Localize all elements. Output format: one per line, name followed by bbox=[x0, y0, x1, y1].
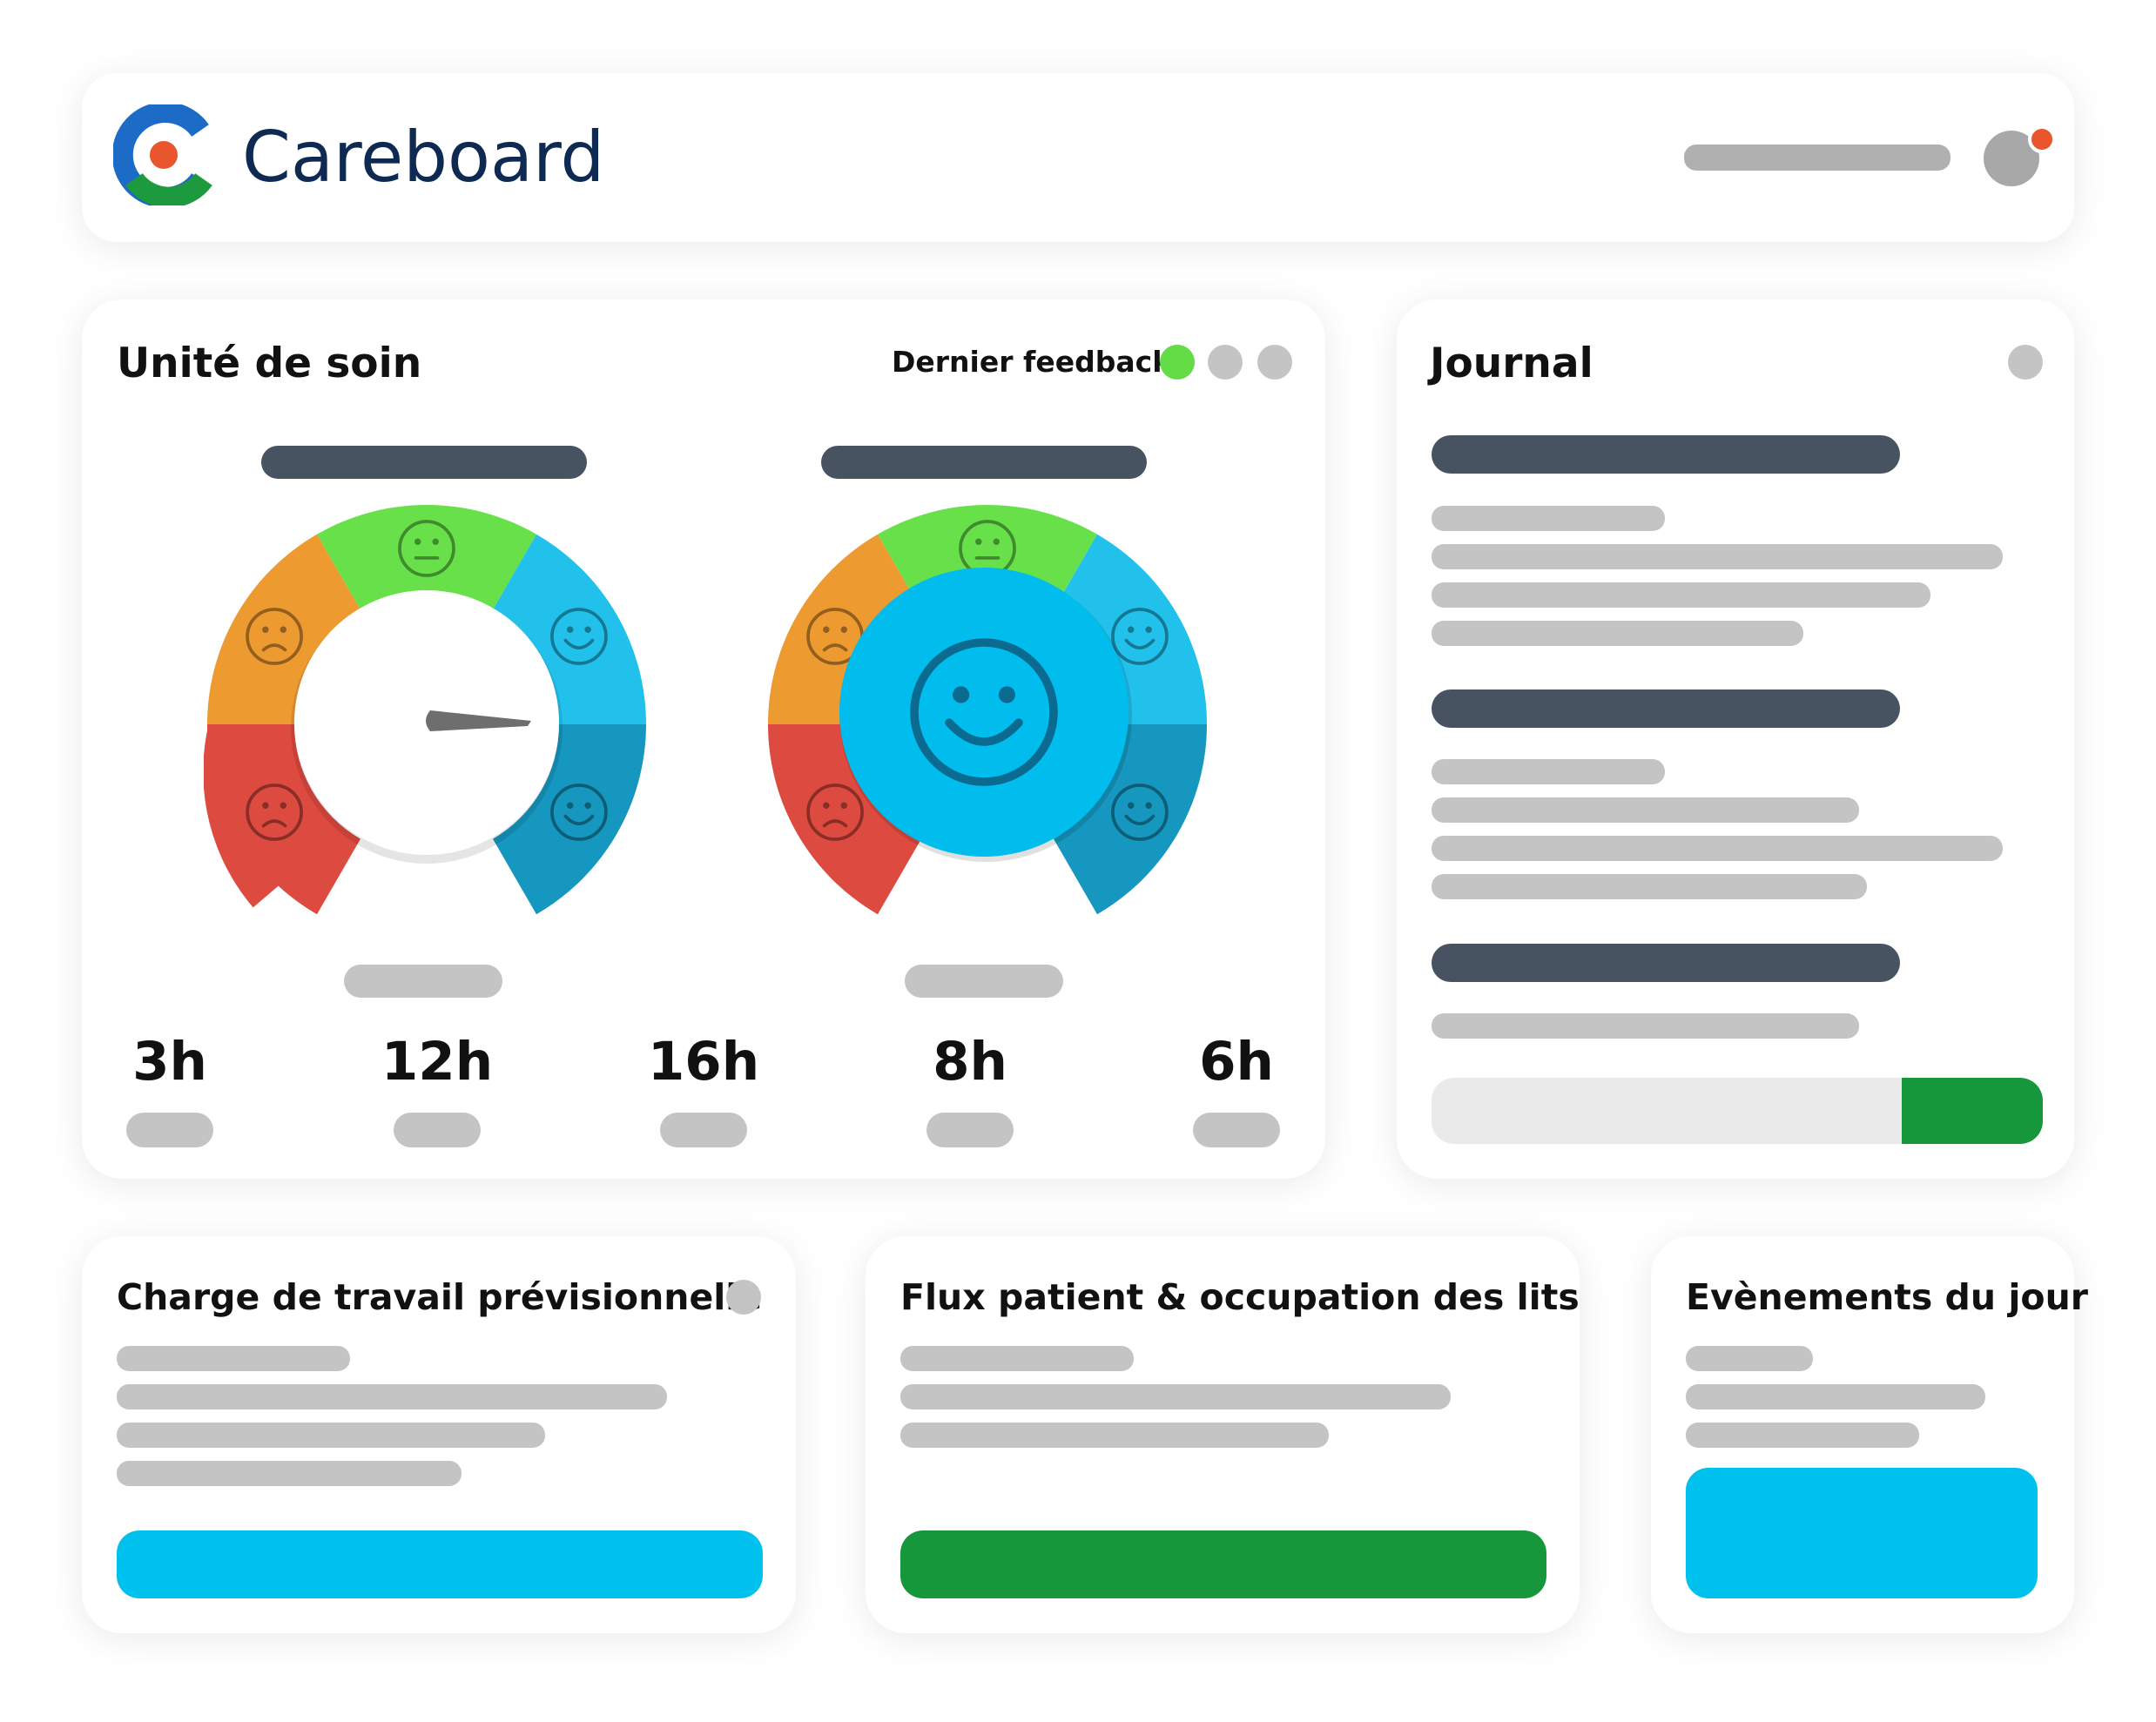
app-header: Careboard bbox=[82, 73, 2074, 242]
journal-input[interactable] bbox=[1432, 1078, 2043, 1144]
journal-line bbox=[1432, 797, 1859, 823]
feedback-dot-2[interactable] bbox=[1208, 345, 1243, 380]
hours-value: 6h bbox=[1199, 1031, 1274, 1093]
gauge-segment[interactable] bbox=[493, 724, 646, 915]
gauge-segment[interactable] bbox=[1054, 534, 1207, 724]
gauge-segment[interactable] bbox=[207, 724, 360, 915]
face-icon bbox=[1111, 608, 1169, 665]
card-title: Unité de soin bbox=[117, 340, 422, 387]
gauge-segment[interactable] bbox=[768, 724, 921, 915]
card-line bbox=[117, 1346, 350, 1371]
user-name-placeholder bbox=[1684, 145, 1951, 171]
hours-caption bbox=[126, 1113, 213, 1147]
hours-value: 8h bbox=[933, 1031, 1007, 1093]
card-menu-dot[interactable] bbox=[726, 1280, 761, 1315]
journal-entry-title[interactable] bbox=[1432, 435, 1900, 474]
card-line bbox=[900, 1423, 1329, 1448]
careboard-logo-icon bbox=[113, 104, 212, 205]
journal-send-button[interactable] bbox=[1902, 1078, 2043, 1144]
card-line bbox=[1686, 1423, 1919, 1448]
gauge-needle-icon bbox=[426, 710, 531, 731]
card-title: Flux patient & occupation des lits bbox=[900, 1276, 1580, 1318]
card-line bbox=[900, 1384, 1451, 1409]
face-icon bbox=[398, 520, 455, 577]
card-line bbox=[1686, 1384, 1985, 1409]
card-line bbox=[1686, 1346, 1813, 1371]
journal-line bbox=[1432, 1013, 1859, 1039]
notification-badge bbox=[2028, 125, 2056, 153]
journal-line bbox=[1432, 759, 1665, 784]
face-icon bbox=[806, 784, 864, 841]
hours-value: 16h bbox=[647, 1031, 760, 1093]
satisfaction-gauge-1[interactable] bbox=[207, 505, 646, 915]
events-card: Evènements du jour bbox=[1651, 1236, 2088, 1633]
hours-caption bbox=[660, 1113, 747, 1147]
face-icon bbox=[246, 608, 303, 665]
hours-caption bbox=[926, 1113, 1014, 1147]
journal-line bbox=[1432, 506, 1665, 531]
gauge-segment[interactable] bbox=[207, 534, 360, 724]
events-action-button[interactable] bbox=[1686, 1468, 2038, 1598]
face-icon bbox=[550, 784, 608, 841]
feedback-dot-3[interactable] bbox=[1257, 345, 1292, 380]
gauge-2-caption bbox=[905, 965, 1063, 998]
hours-caption bbox=[394, 1113, 481, 1147]
card-line bbox=[117, 1384, 667, 1409]
feedback-label: Dernier feedback bbox=[892, 345, 1172, 379]
gauge-2-title bbox=[821, 446, 1147, 479]
gauge-segment[interactable] bbox=[317, 505, 536, 610]
card-line bbox=[900, 1346, 1134, 1371]
workload-card: Charge de travail prévisionnelle bbox=[82, 1236, 796, 1633]
card-line bbox=[117, 1461, 462, 1486]
feedback-dot-1[interactable] bbox=[1160, 345, 1195, 380]
journal-line bbox=[1432, 621, 1803, 646]
face-icon bbox=[550, 608, 608, 665]
journal-menu-dot[interactable] bbox=[2008, 345, 2043, 380]
journal-line bbox=[1432, 874, 1867, 899]
hours-value: 3h bbox=[132, 1031, 207, 1093]
journal-entry-title[interactable] bbox=[1432, 689, 1900, 728]
satisfaction-gauge-2[interactable] bbox=[768, 505, 1207, 915]
happy-face-icon bbox=[910, 638, 1058, 786]
workload-action-button[interactable] bbox=[117, 1530, 763, 1598]
patient-flow-action-button[interactable] bbox=[900, 1530, 1546, 1598]
face-icon bbox=[1111, 784, 1169, 841]
card-title: Charge de travail prévisionnelle bbox=[117, 1276, 763, 1318]
gauge-segment[interactable] bbox=[493, 534, 646, 724]
face-icon bbox=[246, 784, 303, 841]
card-title: Journal bbox=[1430, 340, 1593, 387]
gauge-1-title bbox=[261, 446, 587, 479]
card-line bbox=[117, 1423, 545, 1448]
journal-line bbox=[1432, 544, 2003, 569]
journal-card: Journal bbox=[1397, 299, 2074, 1179]
gauge-selected-mood[interactable] bbox=[839, 568, 1129, 857]
journal-line bbox=[1432, 836, 2003, 861]
card-title: Evènements du jour bbox=[1686, 1276, 2088, 1318]
gauge-1-caption bbox=[344, 965, 502, 998]
journal-line bbox=[1432, 582, 1930, 608]
brand-name: Careboard bbox=[242, 117, 605, 198]
hours-value: 12h bbox=[381, 1031, 494, 1093]
patient-flow-card: Flux patient & occupation des lits bbox=[866, 1236, 1580, 1633]
gauge-segment[interactable] bbox=[1054, 724, 1207, 915]
hours-caption bbox=[1193, 1113, 1280, 1147]
gauge-segment[interactable] bbox=[768, 534, 921, 724]
journal-entry-title[interactable] bbox=[1432, 944, 1900, 982]
